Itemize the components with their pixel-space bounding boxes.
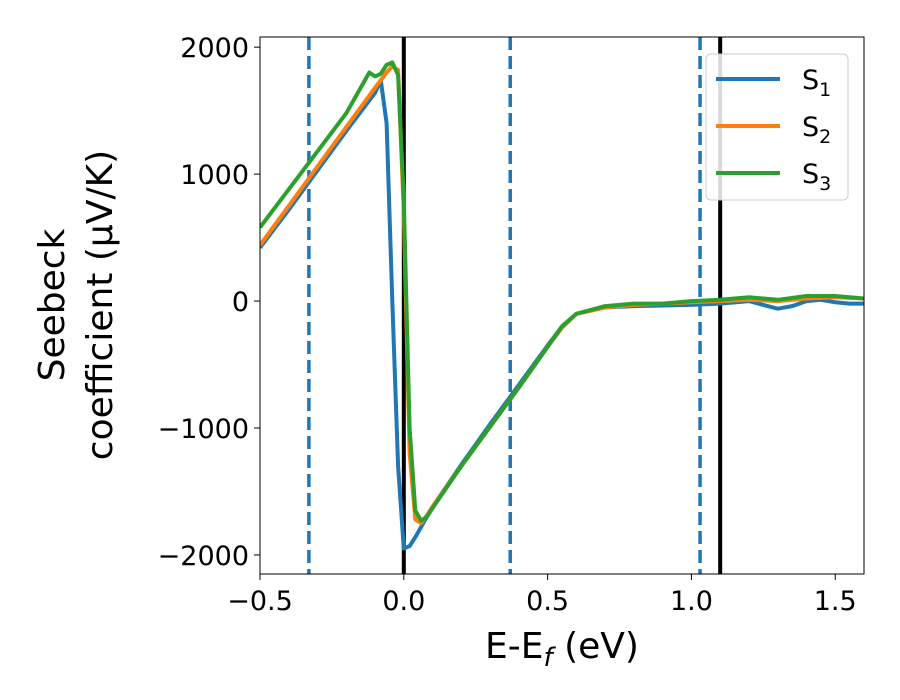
legend-label-2: S2 (802, 112, 831, 148)
series-line-3 (260, 60, 864, 523)
plot-frame (259, 36, 865, 575)
y-axis-label-line1: Seebeck (32, 228, 73, 381)
series-lines (260, 60, 864, 551)
y-tick-label: −1000 (158, 414, 249, 445)
x-tick-label: −0.5 (227, 586, 293, 617)
y-axis-label-line2: coefficient (μV/K) (80, 150, 121, 460)
y-tick-label: 2000 (180, 33, 249, 64)
y-tick-label: −2000 (158, 541, 249, 572)
x-tick-label: 1.0 (670, 586, 713, 617)
y-tick-label: 0 (232, 287, 249, 318)
x-tick-label: 0.0 (382, 586, 425, 617)
x-tick-label: 1.5 (814, 586, 857, 617)
x-axis-ticks: −0.5 0.0 0.5 1.0 1.5 (227, 574, 857, 617)
legend-label-3: S3 (802, 159, 831, 195)
y-axis-ticks: −2000 −1000 0 1000 2000 (158, 33, 260, 572)
x-axis-label: E-Ef (eV) (485, 626, 639, 673)
x-tick-label: 0.5 (526, 586, 569, 617)
legend-label-1: S1 (802, 65, 831, 101)
legend: S1 S2 S3 (705, 53, 849, 201)
y-tick-label: 1000 (180, 160, 249, 191)
